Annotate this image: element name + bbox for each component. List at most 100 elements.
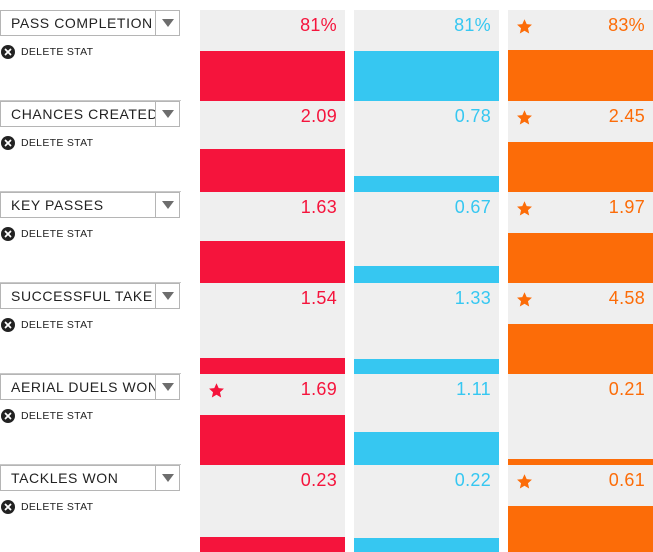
stat-cell-player3: 0.61	[508, 465, 653, 552]
stat-value: 0.67	[454, 197, 491, 217]
stat-value: 1.97	[608, 197, 645, 217]
caret-down-icon	[161, 19, 174, 27]
dropdown-button[interactable]	[155, 102, 179, 126]
stat-cell-player2: 0.22	[354, 465, 499, 552]
stat-row: PASS COMPLETION DELETE STAT 81% 81% 83%	[0, 10, 653, 101]
delete-stat-label: DELETE STAT	[21, 228, 94, 240]
close-circle-icon	[1, 409, 15, 423]
stat-bar	[200, 537, 345, 552]
caret-down-icon	[161, 292, 174, 300]
delete-stat-button[interactable]: DELETE STAT	[1, 135, 93, 151]
stat-cell-player1: 1.69	[200, 374, 345, 465]
delete-stat-button[interactable]: DELETE STAT	[1, 499, 93, 515]
stat-bar	[200, 51, 345, 101]
stat-bar	[354, 176, 499, 192]
stat-bar	[508, 233, 653, 283]
star-icon	[517, 19, 532, 34]
stat-bar	[200, 358, 345, 374]
delete-stat-button[interactable]: DELETE STAT	[1, 44, 93, 60]
stat-bar	[354, 266, 499, 283]
star-icon	[517, 474, 532, 489]
stat-value: 1.33	[454, 288, 491, 308]
stat-cell-player3: 83%	[508, 10, 653, 101]
stat-select[interactable]: SUCCESSFUL TAKE ONS	[0, 283, 180, 309]
row-divider	[0, 191, 181, 192]
stat-cell-player2: 81%	[354, 10, 499, 101]
delete-stat-button[interactable]: DELETE STAT	[1, 226, 93, 242]
stat-value: 4.58	[608, 288, 645, 308]
stat-bar	[354, 51, 499, 101]
stat-select[interactable]: CHANCES CREATED	[0, 101, 180, 127]
delete-stat-button[interactable]: DELETE STAT	[1, 408, 93, 424]
stat-value: 0.22	[454, 470, 491, 490]
star-icon	[517, 292, 532, 307]
stat-bar	[200, 149, 345, 192]
stat-row: SUCCESSFUL TAKE ONS DELETE STAT 1.54 1.33 4.…	[0, 283, 653, 374]
stat-row: AERIAL DUELS WON DELETE STAT 1.69 1.11 0.21	[0, 374, 653, 465]
delete-stat-button[interactable]: DELETE STAT	[1, 317, 93, 333]
delete-stat-label: DELETE STAT	[21, 319, 94, 331]
stat-cell-player3: 1.97	[508, 192, 653, 283]
stat-bar	[508, 459, 653, 465]
dropdown-button[interactable]	[155, 375, 179, 399]
stat-select[interactable]: KEY PASSES	[0, 192, 180, 218]
delete-stat-label: DELETE STAT	[21, 137, 94, 149]
stat-select-label: PASS COMPLETION	[11, 15, 153, 31]
dropdown-button[interactable]	[155, 284, 179, 308]
stat-cell-player1: 1.54	[200, 283, 345, 374]
stat-row: TACKLES WON DELETE STAT 0.23 0.22 0.61	[0, 465, 653, 552]
stat-value: 1.11	[456, 379, 491, 399]
close-circle-icon	[1, 136, 15, 150]
stat-cell-player2: 1.33	[354, 283, 499, 374]
stat-cell-player1: 0.23	[200, 465, 345, 552]
close-circle-icon	[1, 318, 15, 332]
stat-value: 1.69	[300, 379, 337, 399]
close-circle-icon	[1, 45, 15, 59]
stat-row: KEY PASSES DELETE STAT 1.63 0.67 1.97	[0, 192, 653, 283]
stat-value: 2.45	[608, 106, 645, 126]
caret-down-icon	[161, 383, 174, 391]
stat-row: CHANCES CREATED DELETE STAT 2.09 0.78 2.45	[0, 101, 653, 192]
stat-value: 1.63	[300, 197, 337, 217]
caret-down-icon	[161, 110, 174, 118]
stat-select-label: KEY PASSES	[11, 197, 104, 213]
caret-down-icon	[161, 474, 174, 482]
dropdown-button[interactable]	[155, 11, 179, 35]
delete-stat-label: DELETE STAT	[21, 501, 94, 513]
stat-value: 0.23	[300, 470, 337, 490]
row-divider	[0, 100, 181, 101]
stat-value: 0.78	[454, 106, 491, 126]
stat-cell-player3: 0.21	[508, 374, 653, 465]
stat-cell-player2: 0.67	[354, 192, 499, 283]
row-divider	[0, 464, 181, 465]
row-divider	[0, 282, 181, 283]
stat-bar	[200, 415, 345, 465]
stat-cell-player3: 4.58	[508, 283, 653, 374]
delete-stat-label: DELETE STAT	[21, 410, 94, 422]
stat-select-label: AERIAL DUELS WON	[11, 379, 155, 395]
close-circle-icon	[1, 500, 15, 514]
stat-value: 81%	[454, 15, 491, 35]
stat-cell-player3: 2.45	[508, 101, 653, 192]
stat-bar	[508, 142, 653, 192]
stat-cell-player2: 0.78	[354, 101, 499, 192]
star-icon	[209, 383, 224, 398]
stat-cell-player1: 81%	[200, 10, 345, 101]
stat-select-label: CHANCES CREATED	[11, 106, 155, 122]
stat-bar	[508, 506, 653, 552]
stat-value: 81%	[300, 15, 337, 35]
dropdown-button[interactable]	[155, 466, 179, 490]
stat-select[interactable]: AERIAL DUELS WON	[0, 374, 180, 400]
stat-select[interactable]: PASS COMPLETION	[0, 10, 180, 36]
stat-value: 0.21	[608, 379, 645, 399]
stat-select[interactable]: TACKLES WON	[0, 465, 180, 491]
stat-value: 83%	[608, 15, 645, 35]
dropdown-button[interactable]	[155, 193, 179, 217]
stat-cell-player2: 1.11	[354, 374, 499, 465]
stat-cell-player1: 1.63	[200, 192, 345, 283]
stat-bar	[354, 538, 499, 552]
stat-bar	[200, 241, 345, 283]
stat-bar	[354, 359, 499, 374]
stat-value: 0.61	[608, 470, 645, 490]
star-icon	[517, 201, 532, 216]
